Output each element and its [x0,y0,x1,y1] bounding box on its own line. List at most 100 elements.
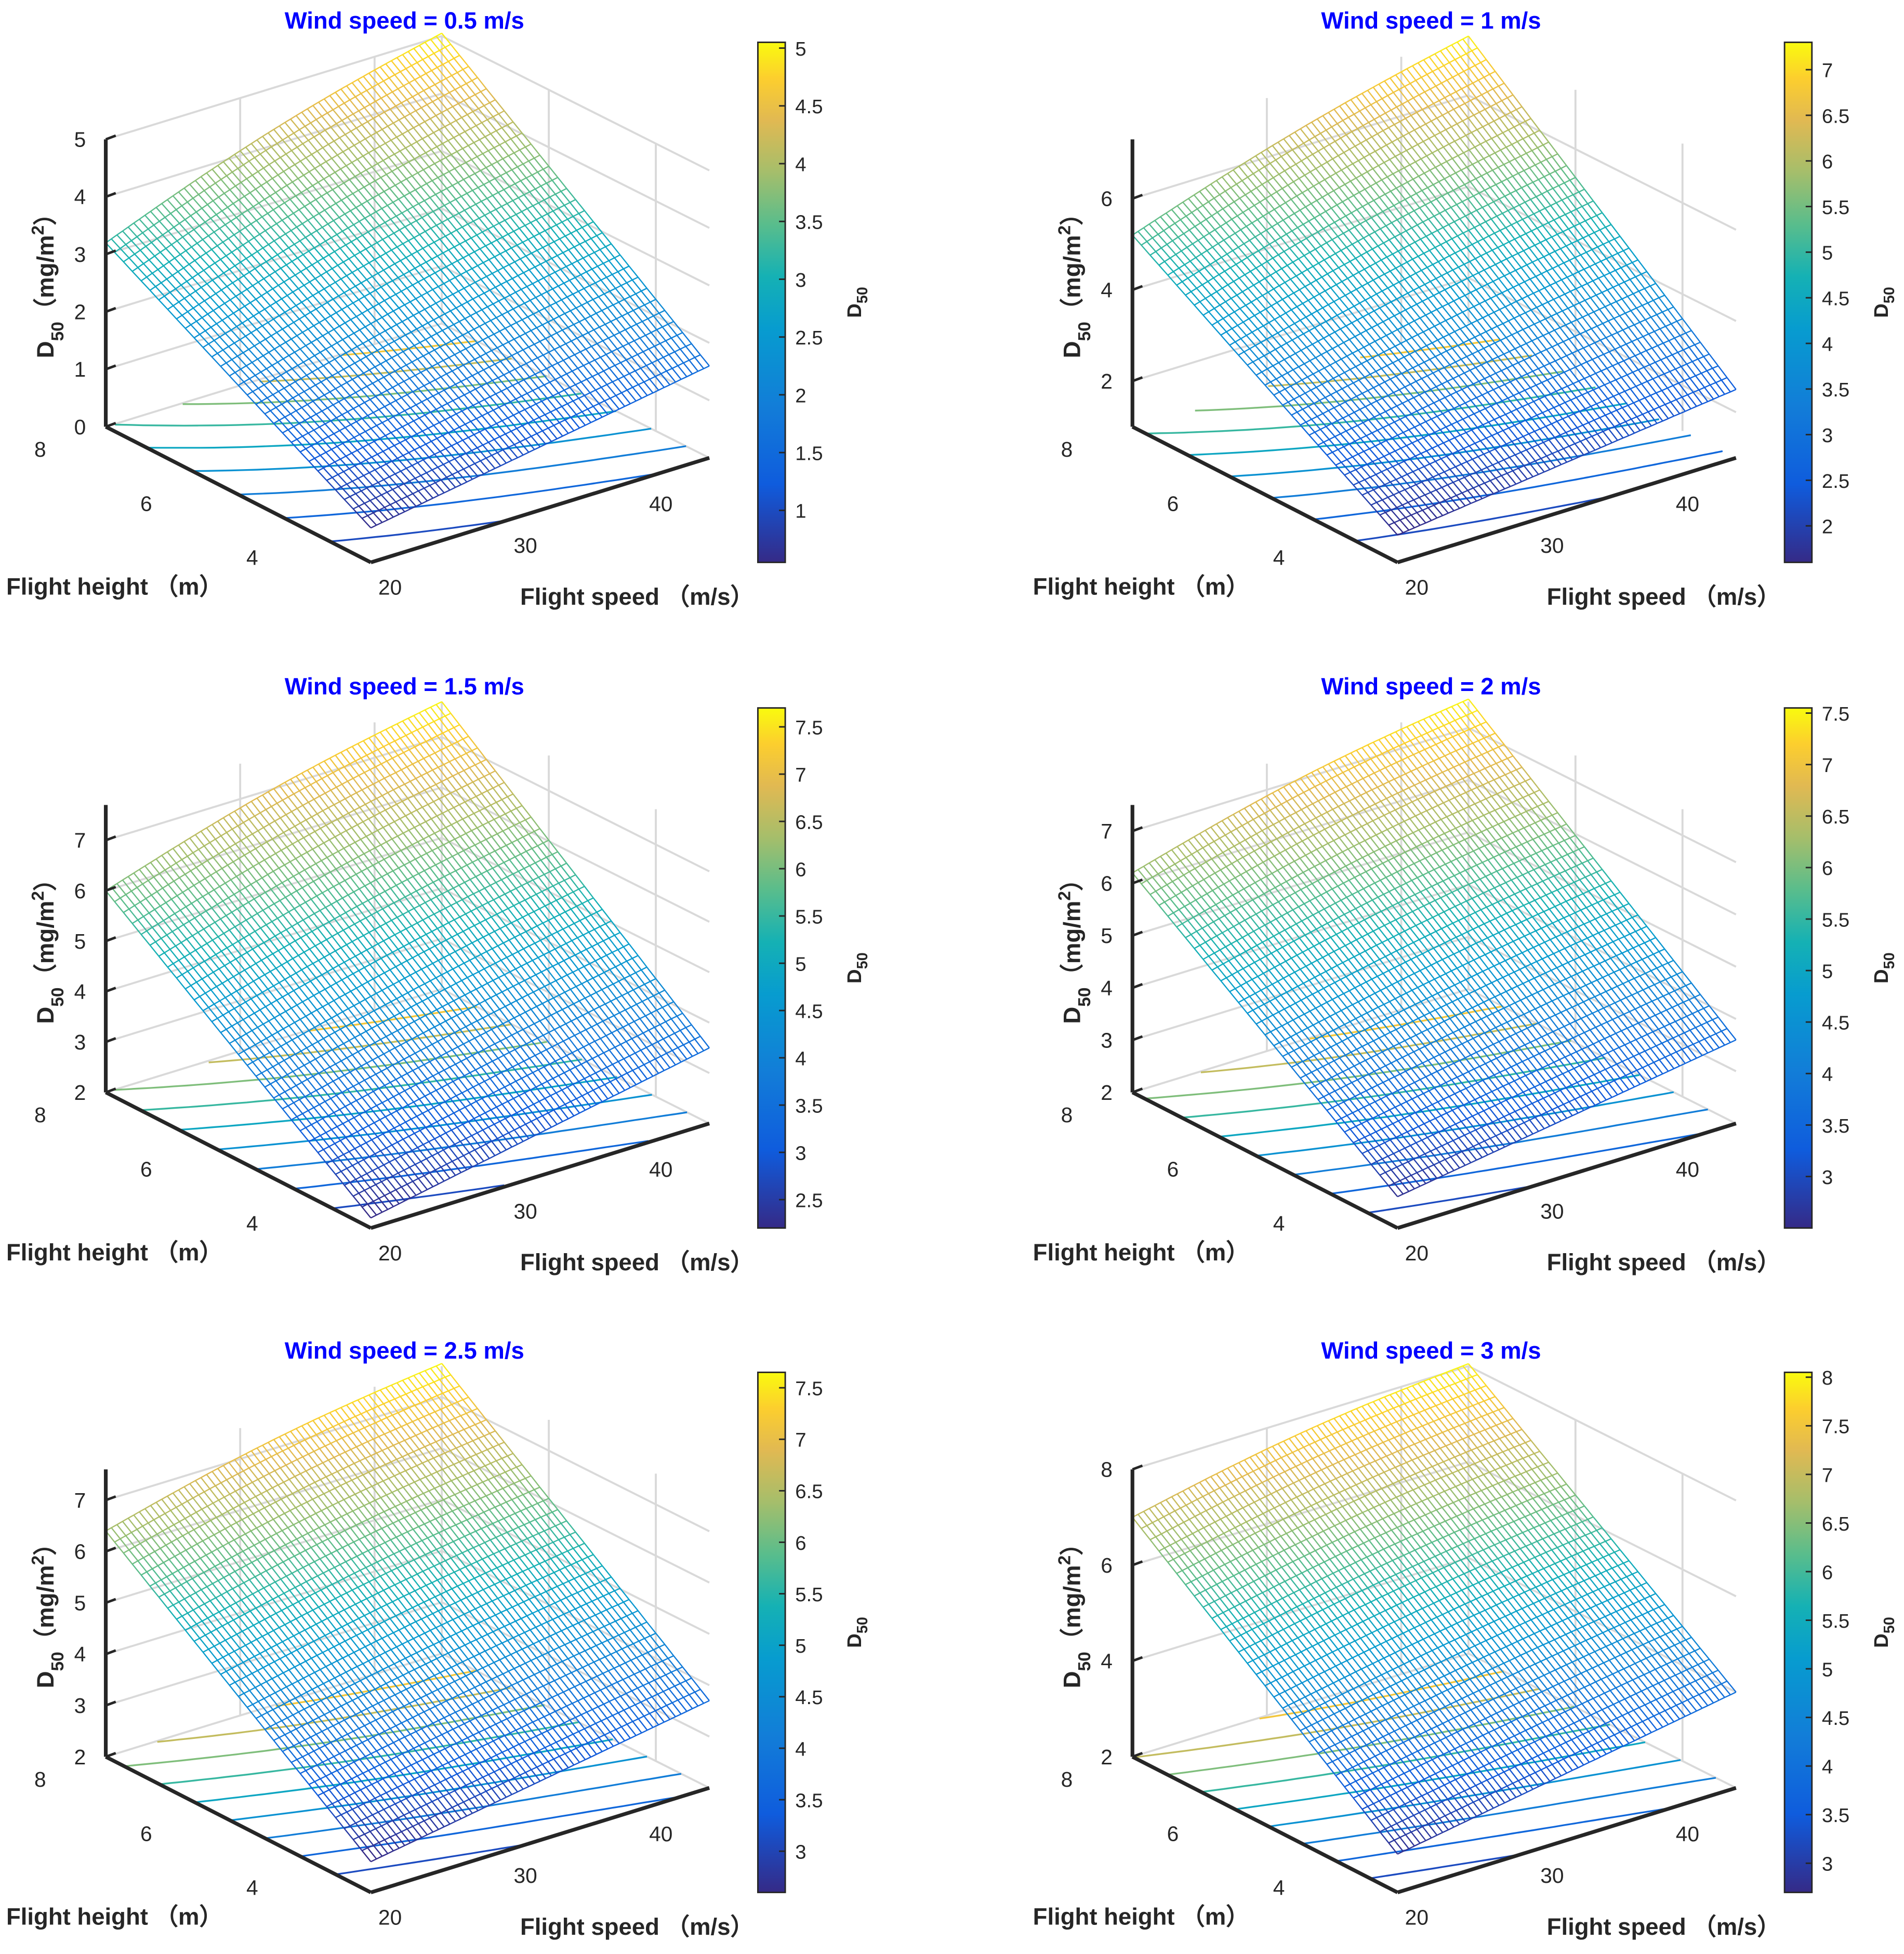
mesh-segment [569,355,575,357]
mesh-segment [409,450,415,453]
mesh-segment [347,481,352,484]
mesh-segment [332,474,338,477]
mesh-segment [531,434,537,436]
mesh-segment [473,403,479,406]
mesh-segment [328,221,334,224]
mesh-segment [424,88,429,91]
mesh-segment [428,426,434,429]
mesh-segment [453,291,458,295]
mesh-segment [556,406,562,409]
mesh-segment [272,175,278,179]
mesh-segment [174,223,180,227]
mesh-segment [224,300,230,303]
mesh-segment [226,252,232,256]
mesh-segment [586,269,592,272]
mesh-segment [402,424,408,427]
mesh-segment [160,248,166,252]
mesh-segment [400,440,406,443]
mesh-segment [419,201,425,204]
mesh-segment [557,436,563,438]
mesh-segment [309,168,315,171]
mesh-segment [244,193,250,196]
mesh-segment [484,103,490,106]
mesh-segment [329,251,335,255]
mesh-segment [474,432,480,434]
mesh-segment [508,309,513,312]
mesh-segment [481,198,487,202]
mesh-segment [364,473,369,476]
mesh-segment [642,319,648,322]
mesh-segment [347,379,352,382]
mesh-segment [600,247,606,250]
mesh-segment [320,349,326,352]
mesh-segment [227,283,233,286]
mesh-segment [513,198,519,201]
mesh-segment [452,338,457,341]
mesh-segment [391,325,396,328]
mesh-segment [204,267,209,270]
mesh-segment [508,122,513,125]
mesh-segment [173,302,179,305]
mesh-segment [196,317,202,321]
mesh-segment [435,82,441,85]
mesh-segment [461,482,467,485]
mesh-segment [287,292,293,296]
mesh-segment [349,145,354,149]
mesh-segment [456,196,461,200]
mesh-segment [522,317,528,320]
mesh-segment [494,331,499,334]
mesh-segment [382,520,388,523]
mesh-segment [295,272,301,275]
mesh-segment [420,444,426,447]
mesh-segment [167,275,173,279]
mesh-segment [413,204,419,207]
mesh-segment [598,263,603,267]
mesh-segment [525,330,531,334]
mesh-segment [382,420,388,423]
mesh-segment [382,236,388,240]
mesh-segment [326,449,332,453]
mesh-segment [189,260,195,264]
mesh-segment [334,431,340,434]
mesh-segment [491,209,496,212]
mesh-segment [150,287,156,290]
mesh-segment [446,474,452,477]
mesh-segment [458,179,464,182]
mesh-segment [515,181,521,184]
mesh-segment [454,322,459,325]
mesh-segment [419,122,425,125]
mesh-segment [179,298,184,302]
mesh-segment [390,502,396,504]
mesh-segment [454,244,460,247]
mesh-segment [267,395,273,398]
mesh-segment [635,368,641,371]
mesh-segment [536,401,541,404]
mesh-segment [485,212,491,216]
mesh-segment [283,248,289,251]
mesh-segment [411,142,417,145]
mesh-segment [641,288,647,291]
mesh-segment [593,404,599,406]
mesh-segment [284,168,289,171]
mesh-segment [171,241,177,245]
mesh-segment [400,227,405,230]
mesh-segment [515,289,521,293]
mesh-segment [596,387,601,390]
mesh-segment [208,232,214,236]
mesh-segment [436,113,442,116]
mesh-segment [436,406,442,409]
mesh-segment [367,513,373,515]
mesh-segment [627,387,633,390]
mesh-segment [265,411,271,414]
mesh-segment [525,144,531,147]
mesh-segment [519,409,525,412]
mesh-segment [573,291,578,294]
mesh-segment [481,89,486,92]
mesh-segment [538,169,544,172]
mesh-segment [617,346,623,349]
mesh-segment [210,215,216,218]
mesh-segment [427,498,433,501]
mesh-segment [308,217,313,220]
mesh-segment [475,170,481,174]
mesh-segment [532,172,538,175]
